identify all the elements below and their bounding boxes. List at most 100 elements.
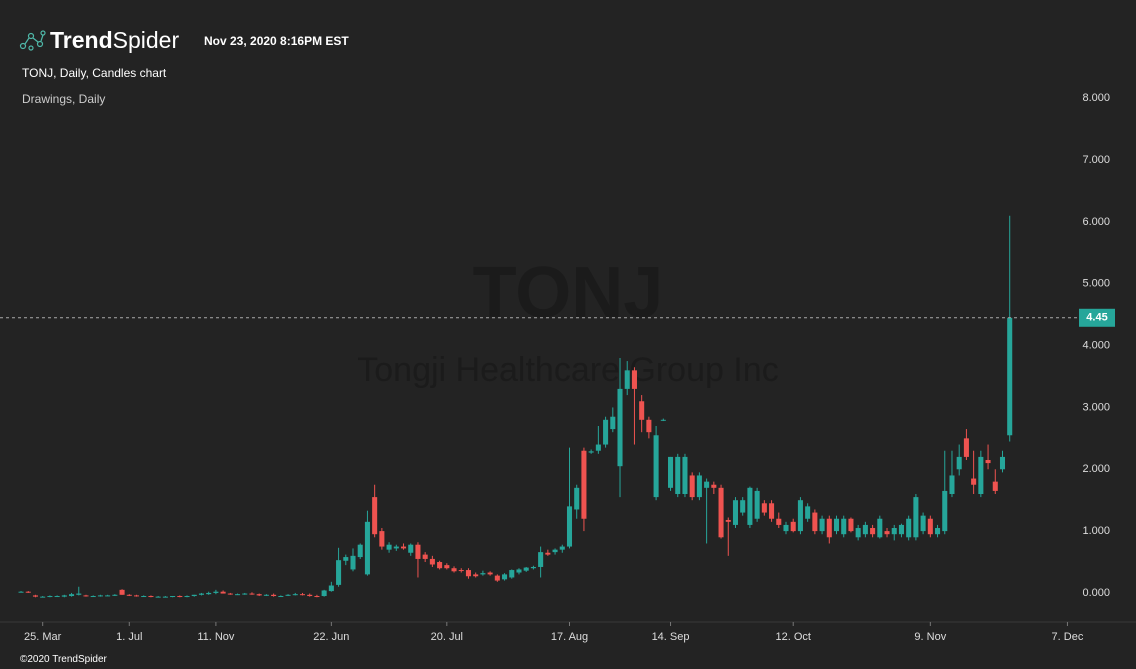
candle-body <box>429 558 435 565</box>
candle-body <box>653 435 659 498</box>
candle-body <box>343 557 349 561</box>
candle-body <box>935 528 941 535</box>
candle-body <box>812 512 818 532</box>
y-tick-label: 0.000 <box>1082 587 1110 599</box>
candle-body <box>545 552 551 555</box>
candle-body <box>819 518 825 532</box>
candle-body <box>783 524 789 532</box>
candle-body <box>299 594 306 596</box>
logo-light: Spider <box>112 27 180 53</box>
candle-body <box>249 593 255 595</box>
candle-body <box>797 500 803 532</box>
subtitle: Drawings, Daily <box>22 92 106 106</box>
timestamp: Nov 23, 2020 8:16PM EST <box>204 34 349 48</box>
candle-body <box>437 562 443 569</box>
candle-body <box>826 518 832 538</box>
candle-body <box>646 419 652 433</box>
copyright: ©2020 TrendSpider <box>20 654 107 665</box>
x-tick-label: 17. Aug <box>551 631 588 643</box>
x-tick-label: 11. Nov <box>197 631 235 643</box>
candle-body <box>400 546 407 549</box>
candle-body <box>278 596 284 598</box>
candle-body <box>465 570 471 577</box>
y-tick-label: 6.000 <box>1082 216 1110 228</box>
candle-body <box>942 490 948 532</box>
candle-body <box>718 487 724 538</box>
candle-body <box>978 456 984 495</box>
candle-body <box>1007 317 1013 436</box>
x-tick-label: 22. Jun <box>313 631 349 643</box>
candle-body <box>711 484 717 488</box>
candle-body <box>624 370 630 389</box>
candle-body <box>451 568 457 572</box>
candle-body <box>949 475 955 495</box>
candle-body <box>927 518 933 535</box>
x-tick-label: 1. Jul <box>116 631 142 643</box>
candle-body <box>668 456 674 488</box>
candle-body <box>523 567 529 571</box>
candle-body <box>69 594 75 597</box>
y-tick-label: 2.000 <box>1082 463 1110 475</box>
candle-body <box>574 487 580 510</box>
candle-body <box>999 456 1006 470</box>
candle-body <box>40 596 46 598</box>
candle-body <box>610 416 616 430</box>
candle-body <box>458 570 464 572</box>
candle-body <box>321 590 327 597</box>
candle-body <box>155 596 161 598</box>
candle-body <box>805 506 811 519</box>
candle-body <box>263 594 269 596</box>
candle-body <box>841 518 847 535</box>
candle-body <box>595 444 601 451</box>
candle-body <box>566 506 573 547</box>
candle-body <box>357 544 363 558</box>
candle-body <box>285 594 291 596</box>
candle-body <box>198 593 204 595</box>
candle-body <box>516 569 522 573</box>
last-price-label: 4.45 <box>1086 312 1107 324</box>
candle-body <box>833 518 840 532</box>
candle-body <box>920 515 926 532</box>
candle-body <box>963 438 969 457</box>
y-tick-label: 8.000 <box>1082 92 1110 104</box>
y-tick-label: 1.000 <box>1082 525 1110 537</box>
candle-body <box>206 592 212 595</box>
candle-body <box>242 593 248 595</box>
candle-body <box>631 370 637 389</box>
candle-body <box>54 596 60 598</box>
candle-body <box>682 456 688 495</box>
candle-body <box>393 546 399 549</box>
candle-body <box>386 544 392 550</box>
candle-body <box>328 585 334 592</box>
watermark-sub: Tongji Healthcare Group Inc <box>357 351 778 389</box>
candle-body <box>769 503 775 519</box>
candle-body <box>408 544 414 553</box>
last-price-box <box>1079 308 1115 327</box>
candle-body <box>848 518 854 532</box>
y-tick-label: 4.000 <box>1082 340 1110 352</box>
candle-body <box>170 596 176 598</box>
candle-body <box>494 575 500 581</box>
candle-body <box>379 531 385 547</box>
candle-body <box>307 594 313 597</box>
candle-body <box>732 500 739 525</box>
candle-body <box>415 544 421 559</box>
candle-body <box>32 595 39 597</box>
candle-body <box>509 570 515 578</box>
candle-body <box>350 555 356 570</box>
x-tick-label: 14. Sep <box>652 631 690 643</box>
candle-body <box>913 497 919 538</box>
logo-icon <box>19 30 46 51</box>
candle-body <box>617 388 623 467</box>
x-tick-label: 20. Jul <box>431 631 463 643</box>
candle-body <box>90 596 96 598</box>
candle-body <box>473 574 479 577</box>
candle-body <box>235 594 241 596</box>
candle-body <box>83 595 89 597</box>
candle-body <box>126 594 132 596</box>
candle-body <box>877 518 883 538</box>
x-tick-label: 12. Oct <box>775 631 810 643</box>
candle-body <box>502 574 508 580</box>
candle-body <box>855 528 861 538</box>
